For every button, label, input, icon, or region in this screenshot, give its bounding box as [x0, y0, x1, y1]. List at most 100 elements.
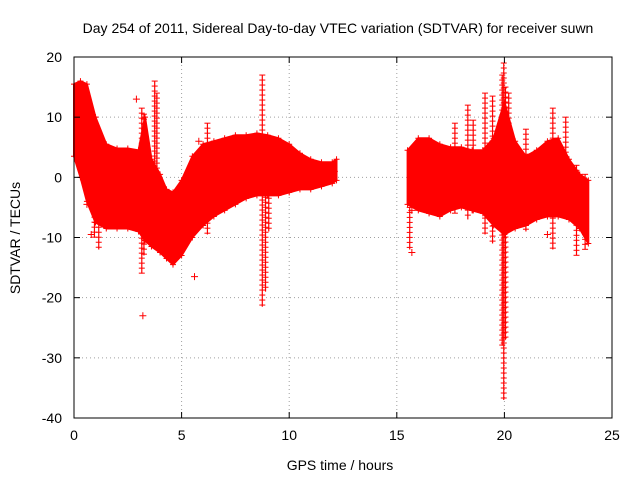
data-point — [264, 132, 271, 139]
data-point — [210, 213, 217, 220]
data-point-outlier — [425, 191, 433, 199]
data-point-outlier — [83, 200, 91, 208]
data-point — [458, 144, 465, 151]
data-point — [124, 145, 131, 152]
data-point — [200, 141, 207, 148]
data-point-outlier — [139, 312, 147, 320]
data-point — [275, 135, 282, 142]
data-point — [189, 234, 196, 241]
data-point — [576, 171, 583, 178]
data-point — [565, 156, 572, 163]
data-point — [404, 147, 411, 154]
data-point — [512, 138, 519, 145]
x-tick-label: 20 — [497, 427, 513, 443]
data-point — [221, 135, 228, 142]
data-point — [189, 153, 196, 160]
data-point — [243, 132, 250, 139]
data-point — [555, 213, 562, 220]
data-point — [221, 207, 228, 214]
data-point — [318, 159, 325, 166]
data-point — [333, 156, 340, 163]
data-point — [178, 252, 185, 259]
data-point — [135, 228, 142, 235]
tick-labels: 0 5 10 15 20 25 -40 -30 -20 -10 0 10 20 — [42, 49, 620, 443]
data-point — [585, 240, 592, 247]
y-axis-label: SDTVAR / TECUs — [7, 182, 23, 294]
data-point — [447, 207, 454, 214]
data-point — [157, 171, 164, 178]
data-point — [169, 261, 176, 268]
data-point — [415, 207, 422, 214]
data-point — [415, 135, 422, 142]
x-tick-label: 15 — [389, 427, 405, 443]
data-point — [555, 135, 562, 142]
data-point-outlier — [195, 137, 203, 145]
data-point — [286, 189, 293, 196]
data-point — [533, 216, 540, 223]
y-tick-label: -30 — [42, 350, 62, 366]
data-point — [447, 144, 454, 151]
data-point — [512, 225, 519, 232]
y-tick-label: -20 — [42, 290, 62, 306]
data-point — [458, 204, 465, 211]
data-point — [163, 186, 170, 193]
data-point-outlier — [408, 249, 416, 257]
y-tick-label: -40 — [42, 410, 62, 426]
data-point — [232, 132, 239, 139]
data-point — [114, 145, 121, 152]
data-point — [585, 177, 592, 184]
data-point — [83, 81, 90, 88]
data-point-outlier — [408, 206, 416, 214]
x-axis-label: GPS time / hours — [287, 457, 394, 473]
axes — [73, 56, 613, 419]
data-point — [103, 225, 110, 232]
data-point — [114, 225, 121, 232]
x-tick-label: 0 — [70, 427, 78, 443]
data-point — [200, 222, 207, 229]
data-point — [318, 183, 325, 190]
data-point — [210, 138, 217, 145]
data-point — [103, 141, 110, 148]
data-point — [296, 186, 303, 193]
data-point — [307, 186, 314, 193]
data-point — [329, 159, 336, 166]
data-point — [77, 78, 84, 85]
data-point — [148, 156, 155, 163]
y-tick-label: 10 — [46, 109, 62, 125]
data-point — [286, 141, 293, 148]
x-tick-label: 10 — [281, 427, 297, 443]
data-point-outlier — [543, 230, 551, 238]
data-point — [490, 222, 497, 229]
data-point — [253, 130, 260, 137]
x-tick-label: 25 — [604, 427, 620, 443]
y-tick-label: 20 — [46, 49, 62, 65]
data-point — [533, 147, 540, 154]
data-point — [157, 249, 164, 256]
data-point — [163, 255, 170, 262]
data-point-outlier — [87, 230, 95, 238]
data-point — [436, 141, 443, 148]
data-point — [544, 213, 551, 220]
data-point-outlier — [565, 194, 573, 202]
data-point-outlier — [330, 167, 338, 175]
data-point — [275, 192, 282, 199]
data-point — [169, 189, 176, 196]
data-point — [404, 201, 411, 208]
chart-title: Day 254 of 2011, Sidereal Day-to-day VTE… — [83, 20, 594, 36]
data-point-outlier — [191, 273, 199, 281]
data-point — [565, 216, 572, 223]
data-point — [178, 177, 185, 184]
data-point — [124, 225, 131, 232]
data-point — [426, 135, 433, 142]
data-point — [436, 213, 443, 220]
data-point — [296, 150, 303, 157]
data-point-outlier — [132, 95, 140, 103]
data-point — [148, 243, 155, 250]
data-point — [142, 237, 149, 244]
data-point — [135, 147, 142, 154]
data-point — [253, 192, 260, 199]
data-point — [243, 195, 250, 202]
data-point-outlier — [535, 185, 543, 193]
